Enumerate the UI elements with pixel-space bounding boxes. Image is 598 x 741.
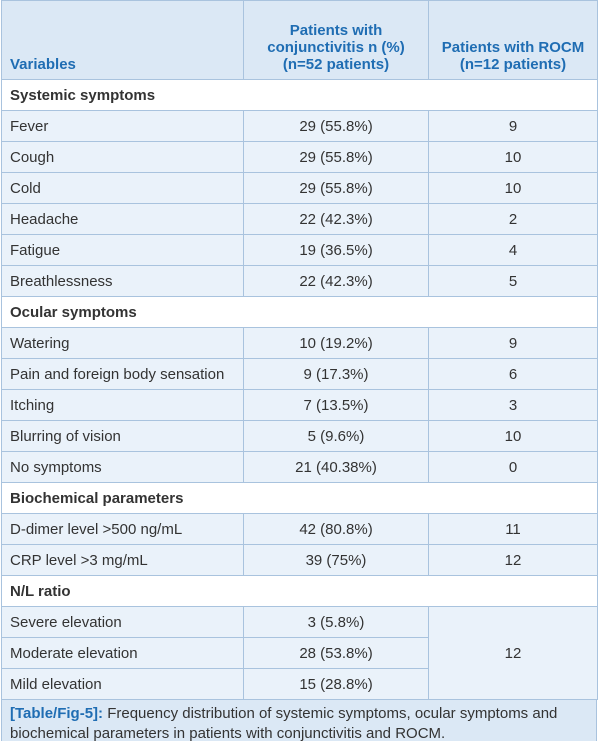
variable-cell: Cold: [1, 172, 244, 204]
variable-cell: Moderate elevation: [1, 637, 244, 669]
value-cell: 5: [428, 265, 598, 297]
value-cell: 5 (9.6%): [243, 420, 429, 452]
variable-cell: D-dimer level >500 ng/mL: [1, 513, 244, 545]
variable-cell: Itching: [1, 389, 244, 421]
data-row: D-dimer level >500 ng/mL 42 (80.8%) 11: [1, 513, 598, 545]
section-title: Ocular symptoms: [1, 296, 598, 328]
data-row: Cough 29 (55.8%) 10: [1, 141, 598, 173]
caption: [Table/Fig-5]: Frequency distribution of…: [1, 700, 597, 741]
value-cell: 7 (13.5%): [243, 389, 429, 421]
value-cell: 9: [428, 110, 598, 142]
variable-cell: Headache: [1, 203, 244, 235]
value-cell: 3 (5.8%): [243, 606, 429, 638]
variable-cell: Cough: [1, 141, 244, 173]
data-row: Fatigue 19 (36.5%) 4: [1, 234, 598, 266]
data-row: Moderate elevation 28 (53.8%): [1, 637, 598, 669]
value-cell: 28 (53.8%): [243, 637, 429, 669]
value-cell: 3: [428, 389, 598, 421]
value-cell: 22 (42.3%): [243, 203, 429, 235]
value-cell: 29 (55.8%): [243, 110, 429, 142]
variable-cell: Blurring of vision: [1, 420, 244, 452]
data-row: Cold 29 (55.8%) 10: [1, 172, 598, 204]
value-cell: 0: [428, 451, 598, 483]
variable-cell: Mild elevation: [1, 668, 244, 700]
data-row: Fever 29 (55.8%) 9: [1, 110, 598, 142]
section-row: Biochemical parameters: [1, 482, 598, 514]
value-cell: 29 (55.8%): [243, 141, 429, 173]
data-row: No symptoms 21 (40.38%) 0: [1, 451, 598, 483]
value-cell: 42 (80.8%): [243, 513, 429, 545]
value-cell: 9: [428, 327, 598, 359]
value-cell: 6: [428, 358, 598, 390]
value-cell: 29 (55.8%): [243, 172, 429, 204]
data-row: Pain and foreign body sensation 9 (17.3%)…: [1, 358, 598, 390]
variable-cell: Severe elevation: [1, 606, 244, 638]
variable-cell: CRP level >3 mg/mL: [1, 544, 244, 576]
variable-cell: Pain and foreign body sensation: [1, 358, 244, 390]
value-cell: 4: [428, 234, 598, 266]
caption-label: [Table/Fig-5]:: [10, 705, 104, 722]
section-row: N/L ratio: [1, 575, 598, 607]
table-body: Systemic symptoms Fever 29 (55.8%) 9 Cough 29…: [1, 79, 598, 700]
variable-cell: Fever: [1, 110, 244, 142]
variable-cell: Watering: [1, 327, 244, 359]
value-cell: 12: [428, 544, 598, 576]
value-cell: 15 (28.8%): [243, 668, 429, 700]
data-row: Mild elevation 15 (28.8%): [1, 668, 598, 700]
section-title: N/L ratio: [1, 575, 598, 607]
caption-text: Frequency distribution of systemic sympt…: [10, 705, 558, 741]
header-row: Variables Patients with conjunctivitis n…: [1, 0, 598, 80]
data-table: Variables Patients with conjunctivitis n…: [1, 0, 598, 700]
variable-cell: No symptoms: [1, 451, 244, 483]
value-cell: 9 (17.3%): [243, 358, 429, 390]
value-cell: 10: [428, 141, 598, 173]
header-cell: Patients with ROCM (n=12 patients): [428, 0, 598, 80]
section-row: Ocular symptoms: [1, 296, 598, 328]
data-row: Breathlessness 22 (42.3%) 5: [1, 265, 598, 297]
data-row: Itching 7 (13.5%) 3: [1, 389, 598, 421]
value-cell: 10 (19.2%): [243, 327, 429, 359]
header-cell: Patients with conjunctivitis n (%) (n=52…: [243, 0, 429, 80]
value-cell: 12: [428, 606, 598, 700]
variable-cell: Fatigue: [1, 234, 244, 266]
section-title: Systemic symptoms: [1, 79, 598, 111]
data-row: Watering 10 (19.2%) 9: [1, 327, 598, 359]
value-cell: 19 (36.5%): [243, 234, 429, 266]
header-cell: Variables: [1, 0, 244, 80]
data-row: Headache 22 (42.3%) 2: [1, 203, 598, 235]
value-cell: 21 (40.38%): [243, 451, 429, 483]
value-cell: 10: [428, 420, 598, 452]
value-cell: 22 (42.3%): [243, 265, 429, 297]
section-title: Biochemical parameters: [1, 482, 598, 514]
variable-cell: Breathlessness: [1, 265, 244, 297]
data-row: Blurring of vision 5 (9.6%) 10: [1, 420, 598, 452]
data-row: Severe elevation 3 (5.8%) 12: [1, 606, 598, 700]
value-cell: 11: [428, 513, 598, 545]
value-cell: 39 (75%): [243, 544, 429, 576]
data-row: CRP level >3 mg/mL 39 (75%) 12: [1, 544, 598, 576]
section-row: Systemic symptoms: [1, 79, 598, 111]
value-cell: 10: [428, 172, 598, 204]
value-cell: 2: [428, 203, 598, 235]
